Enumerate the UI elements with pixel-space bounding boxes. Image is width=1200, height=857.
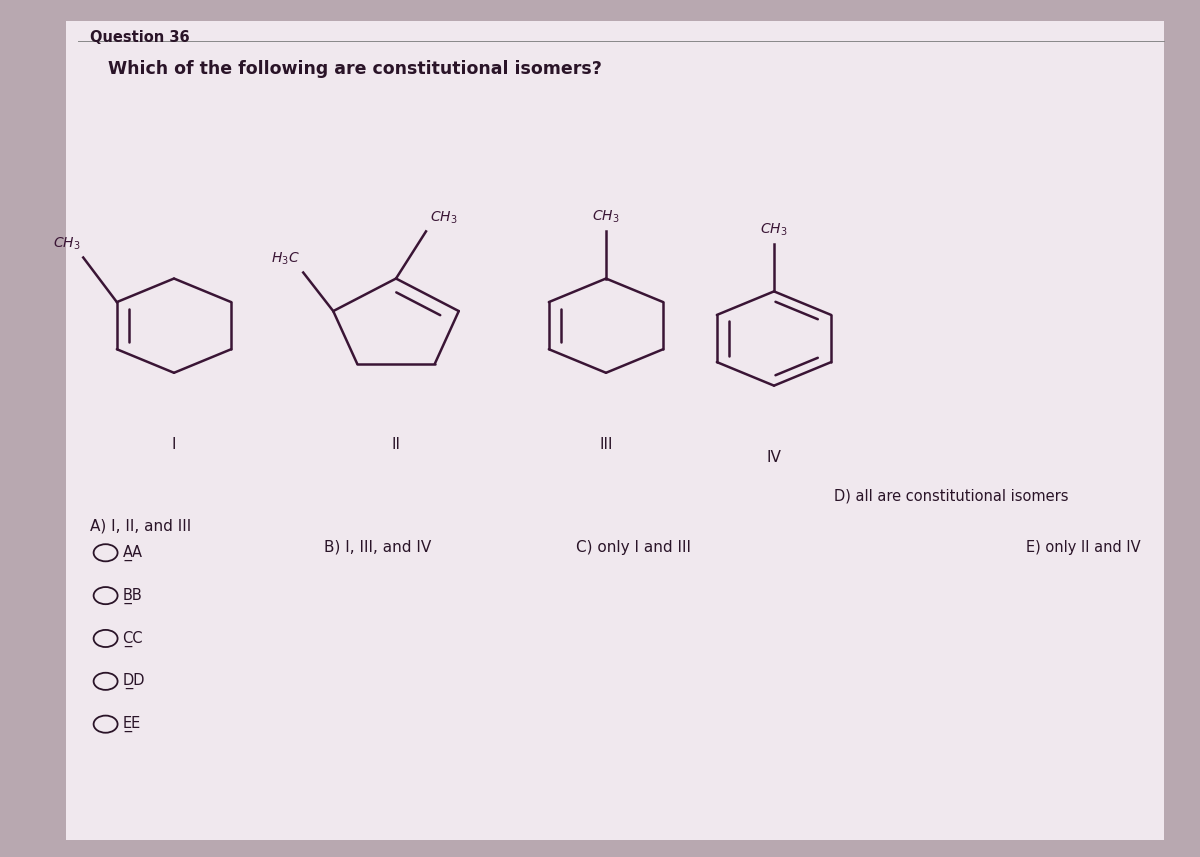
Text: CH$_3$: CH$_3$ <box>430 210 457 226</box>
Text: I: I <box>172 437 176 452</box>
Text: III: III <box>599 437 613 452</box>
Text: CH$_3$: CH$_3$ <box>760 222 788 238</box>
Text: II: II <box>391 437 401 452</box>
Text: IV: IV <box>767 450 781 465</box>
Text: C̲C: C̲C <box>122 631 143 646</box>
Text: E̲E: E̲E <box>122 716 140 732</box>
Text: D) all are constitutional isomers: D) all are constitutional isomers <box>834 488 1068 504</box>
Text: Question 36: Question 36 <box>90 30 190 45</box>
Text: A) I, II, and III: A) I, II, and III <box>90 518 191 534</box>
Text: D̲D: D̲D <box>122 674 145 689</box>
Text: Which of the following are constitutional isomers?: Which of the following are constitutiona… <box>108 60 602 78</box>
Text: B) I, III, and IV: B) I, III, and IV <box>324 540 431 555</box>
Text: E) only II and IV: E) only II and IV <box>1026 540 1141 555</box>
Text: B̲B: B̲B <box>122 588 142 603</box>
FancyBboxPatch shape <box>66 21 1164 840</box>
Text: C) only I and III: C) only I and III <box>576 540 691 555</box>
Text: CH$_3$: CH$_3$ <box>592 209 620 225</box>
Text: A̲A: A̲A <box>122 545 143 560</box>
Text: CH$_3$: CH$_3$ <box>53 235 80 252</box>
Text: H$_3$C: H$_3$C <box>271 251 300 267</box>
